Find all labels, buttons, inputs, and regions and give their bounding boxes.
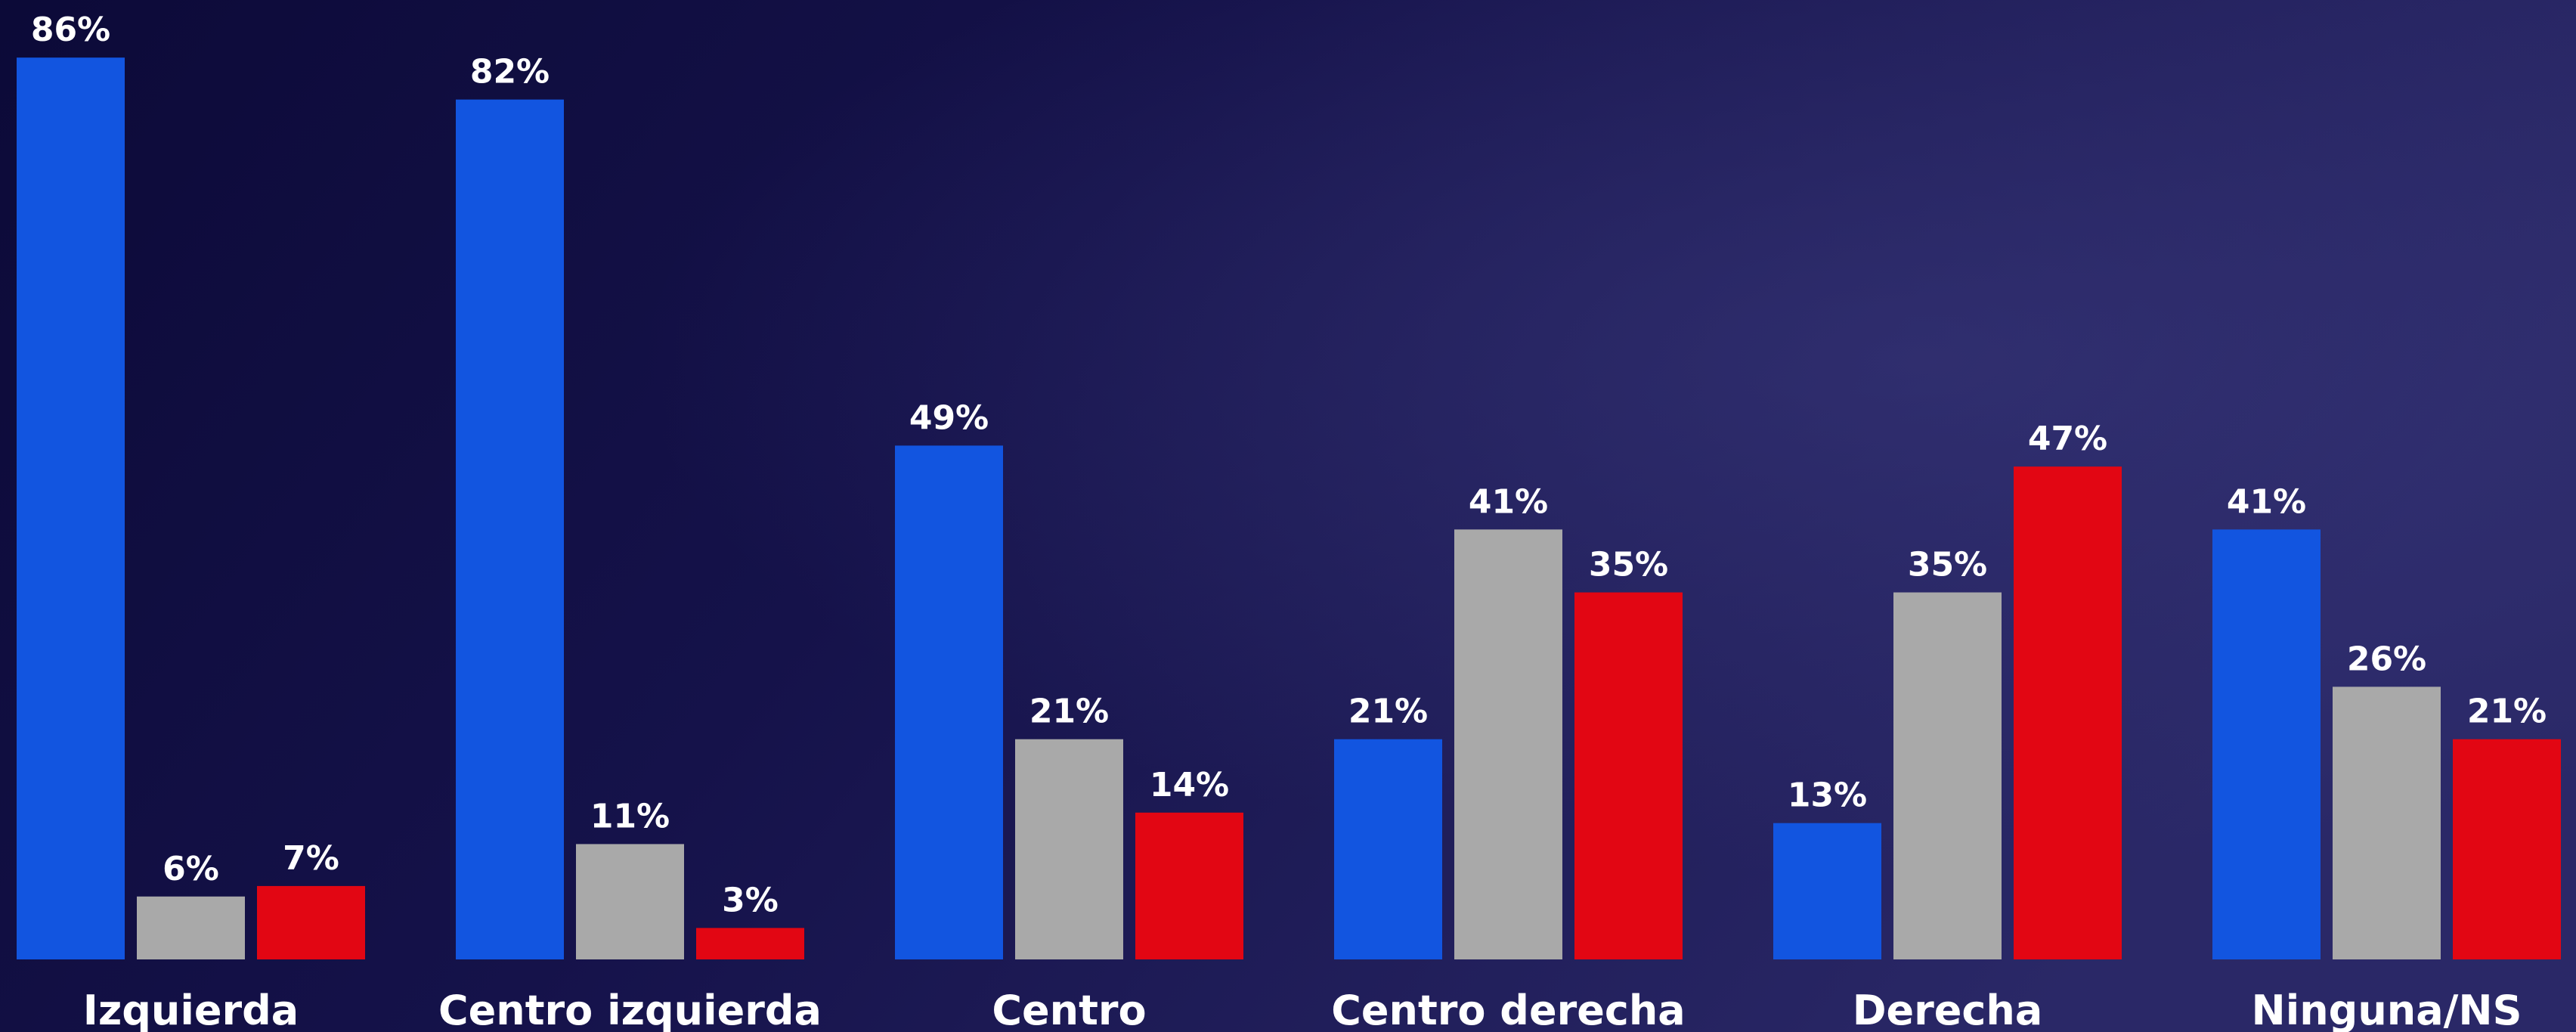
bar bbox=[17, 57, 125, 959]
bar bbox=[1893, 592, 2002, 959]
value-label: 11% bbox=[590, 797, 670, 835]
value-label: 35% bbox=[1908, 546, 1987, 584]
x-tick-label: Centro derecha bbox=[1331, 987, 1685, 1032]
bar bbox=[2453, 739, 2561, 959]
bar bbox=[456, 99, 564, 959]
value-label: 21% bbox=[1029, 693, 1109, 731]
value-label: 41% bbox=[2227, 482, 2306, 521]
x-tick-label: Ninguna/NS bbox=[2252, 987, 2522, 1032]
value-label: 35% bbox=[1589, 546, 1668, 584]
x-tick-label: Centro bbox=[992, 987, 1146, 1032]
x-tick-label: Izquierda bbox=[83, 987, 299, 1032]
bar bbox=[696, 928, 804, 959]
value-label: 82% bbox=[470, 53, 550, 91]
value-label: 26% bbox=[2347, 640, 2426, 678]
bar bbox=[2014, 466, 2122, 959]
bar bbox=[895, 445, 1003, 959]
bar bbox=[1454, 529, 1562, 959]
value-label: 86% bbox=[31, 11, 110, 49]
value-label: 6% bbox=[163, 850, 219, 888]
value-label: 3% bbox=[722, 881, 779, 919]
bar bbox=[576, 844, 684, 959]
value-label: 21% bbox=[1348, 693, 1428, 731]
value-label: 14% bbox=[1150, 766, 1229, 804]
bar bbox=[1773, 823, 1881, 959]
bar bbox=[1574, 592, 1683, 959]
x-tick-label: Centro izquierda bbox=[438, 987, 822, 1032]
bar bbox=[2212, 529, 2321, 959]
value-label: 49% bbox=[909, 398, 989, 437]
value-label: 7% bbox=[283, 839, 339, 878]
bar bbox=[1334, 739, 1442, 959]
value-label: 47% bbox=[2028, 420, 2107, 458]
x-tick-label: Derecha bbox=[1853, 987, 2043, 1032]
bar bbox=[1135, 812, 1243, 959]
value-label: 41% bbox=[1469, 482, 1548, 521]
bar bbox=[1015, 739, 1123, 959]
value-label: 13% bbox=[1788, 776, 1867, 815]
value-label: 21% bbox=[2467, 693, 2547, 731]
bar bbox=[2333, 686, 2441, 959]
bar bbox=[137, 896, 245, 959]
bar bbox=[257, 885, 365, 959]
